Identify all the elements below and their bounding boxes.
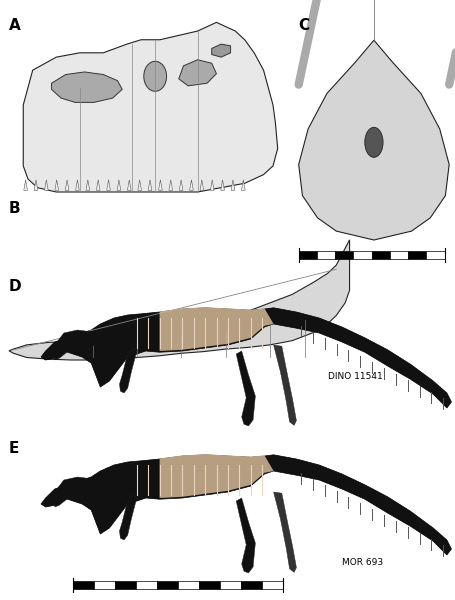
Circle shape bbox=[143, 61, 166, 91]
Polygon shape bbox=[117, 180, 121, 190]
Polygon shape bbox=[273, 492, 296, 572]
Polygon shape bbox=[231, 180, 234, 190]
Bar bbox=[115, 581, 136, 589]
Bar bbox=[389, 251, 407, 259]
Polygon shape bbox=[158, 180, 162, 190]
Polygon shape bbox=[45, 180, 48, 190]
Text: C: C bbox=[298, 18, 309, 33]
Polygon shape bbox=[178, 60, 216, 86]
Polygon shape bbox=[65, 180, 69, 190]
Bar bbox=[136, 581, 157, 589]
Text: MOR 693: MOR 693 bbox=[341, 558, 382, 567]
Polygon shape bbox=[55, 477, 109, 507]
Polygon shape bbox=[189, 180, 193, 190]
Bar bbox=[73, 581, 94, 589]
Polygon shape bbox=[137, 180, 141, 190]
Polygon shape bbox=[9, 240, 349, 360]
Bar bbox=[261, 581, 282, 589]
Polygon shape bbox=[241, 180, 245, 190]
Polygon shape bbox=[168, 180, 172, 190]
Text: DINO 11541: DINO 11541 bbox=[328, 372, 382, 381]
Polygon shape bbox=[55, 180, 58, 190]
Polygon shape bbox=[200, 180, 203, 190]
Polygon shape bbox=[34, 180, 38, 190]
Polygon shape bbox=[55, 330, 109, 360]
Text: A: A bbox=[9, 18, 21, 33]
Polygon shape bbox=[298, 40, 448, 240]
Polygon shape bbox=[210, 180, 213, 190]
Bar bbox=[198, 581, 219, 589]
Polygon shape bbox=[159, 307, 273, 351]
Ellipse shape bbox=[364, 127, 382, 157]
Bar bbox=[407, 251, 425, 259]
Polygon shape bbox=[159, 454, 273, 498]
Polygon shape bbox=[148, 180, 152, 190]
Polygon shape bbox=[273, 345, 296, 425]
Polygon shape bbox=[119, 495, 136, 540]
Polygon shape bbox=[23, 22, 277, 192]
Polygon shape bbox=[236, 498, 255, 573]
Polygon shape bbox=[86, 180, 90, 190]
Text: D: D bbox=[9, 279, 22, 294]
Bar bbox=[425, 251, 444, 259]
Bar bbox=[157, 581, 177, 589]
Bar bbox=[219, 581, 240, 589]
Polygon shape bbox=[51, 72, 122, 103]
Bar bbox=[316, 251, 334, 259]
Bar bbox=[298, 251, 316, 259]
Bar bbox=[94, 581, 115, 589]
Polygon shape bbox=[96, 180, 100, 190]
Polygon shape bbox=[179, 180, 182, 190]
Bar bbox=[177, 581, 198, 589]
Polygon shape bbox=[119, 348, 136, 393]
Bar bbox=[240, 581, 261, 589]
Bar bbox=[371, 251, 389, 259]
Polygon shape bbox=[41, 308, 450, 408]
Polygon shape bbox=[220, 180, 224, 190]
Polygon shape bbox=[24, 180, 27, 190]
Text: E: E bbox=[9, 441, 20, 456]
Bar bbox=[353, 251, 371, 259]
Polygon shape bbox=[41, 455, 450, 555]
Text: B: B bbox=[9, 201, 20, 216]
Polygon shape bbox=[106, 180, 110, 190]
Polygon shape bbox=[211, 44, 230, 57]
Polygon shape bbox=[76, 180, 79, 190]
Polygon shape bbox=[236, 351, 255, 426]
Bar bbox=[334, 251, 353, 259]
Polygon shape bbox=[127, 180, 131, 190]
